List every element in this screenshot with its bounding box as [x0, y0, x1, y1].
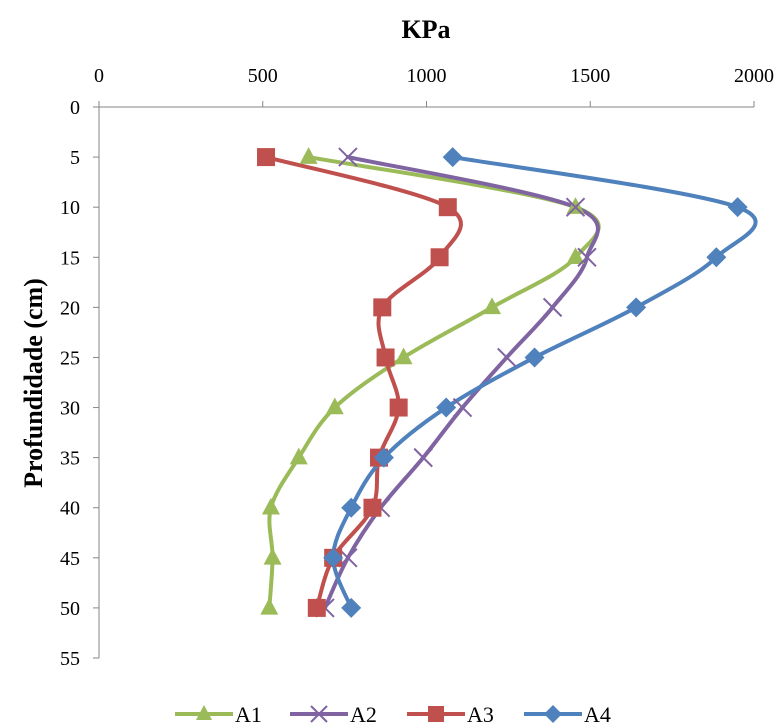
series-line-a4 [331, 155, 758, 610]
legend-item-a3: A3 [407, 702, 494, 727]
point-a2-3-stroke-b [542, 297, 563, 318]
y-tick-label: 0 [70, 97, 80, 119]
y-tick-label: 30 [60, 398, 80, 420]
point-a2-4 [497, 347, 517, 368]
y-tick-label: 5 [70, 147, 80, 169]
x-tick-label: 1500 [570, 65, 610, 87]
point-a4-0 [442, 147, 463, 168]
legend-item-a2: A2 [290, 702, 377, 727]
series-layer [257, 147, 758, 618]
x-tick-label: 1000 [407, 65, 447, 87]
legend-marker-a4 [544, 705, 562, 723]
point-a4-3 [626, 297, 647, 318]
legend-label-a1: A1 [235, 702, 262, 727]
y-tick-label: 40 [60, 498, 80, 520]
point-a1-0 [299, 147, 318, 164]
legend-label-a2: A2 [350, 702, 377, 727]
point-a3-2 [430, 248, 449, 267]
legend-marker-a2-stroke-b [310, 705, 328, 723]
x-tick-label: 500 [248, 65, 278, 87]
point-a3-9 [307, 598, 326, 617]
y-tick-label: 10 [60, 197, 80, 219]
point-a4-4 [524, 347, 545, 368]
series-line-a1 [267, 155, 601, 610]
y-tick-label: 45 [60, 548, 80, 570]
y-tick-label: 35 [60, 448, 80, 470]
point-a1-7 [261, 497, 280, 515]
legend-marker-a3 [428, 706, 444, 722]
point-a4-2 [706, 247, 727, 268]
point-a2-6 [413, 447, 433, 468]
x-axis-title: KPa [401, 15, 450, 44]
y-tick-label: 15 [60, 247, 80, 269]
point-a4-7 [341, 497, 362, 518]
point-a3-0 [257, 148, 276, 167]
axes: 0 500 1000 1500 2000 0 5 10 15 20 25 30 35 40 45 50 55 [60, 65, 774, 670]
legend: A1 A2 A3 A4 [175, 702, 611, 727]
point-a4-9 [341, 597, 362, 618]
point-a4-1 [727, 197, 748, 218]
point-a4-6 [373, 447, 394, 468]
point-a3-7 [363, 498, 382, 517]
point-a1-4 [394, 347, 413, 365]
point-a2-3 [542, 297, 563, 318]
point-a1-5 [325, 397, 344, 415]
point-a3-4 [376, 348, 395, 367]
point-a2-5-stroke-b [452, 397, 473, 418]
point-a3-1 [438, 198, 457, 217]
x-tick-label: 2000 [734, 65, 774, 87]
y-axis-title: Profundidade (cm) [19, 278, 48, 488]
y-tick-label: 20 [60, 297, 80, 319]
point-a1-6 [289, 447, 308, 465]
point-a2-4-stroke-b [497, 347, 517, 368]
point-a2-0 [338, 147, 358, 167]
point-a2-1-stroke-b [565, 197, 586, 217]
legend-label-a4: A4 [584, 702, 611, 727]
y-tick-label: 50 [60, 598, 80, 620]
point-a2-5 [452, 397, 473, 418]
legend-item-a4: A4 [524, 702, 611, 727]
point-a4-5 [436, 397, 457, 418]
point-a3-3 [373, 298, 392, 317]
point-a2-2 [577, 247, 597, 267]
legend-marker-a2 [310, 705, 328, 723]
legend-marker-a1 [196, 705, 212, 720]
y-tick-label: 25 [60, 347, 80, 369]
point-a1-8 [263, 547, 282, 565]
point-a1-1 [566, 197, 585, 214]
point-a4-8 [323, 547, 344, 568]
legend-item-a1: A1 [175, 702, 262, 727]
point-a2-0-stroke-b [338, 147, 358, 167]
point-a2-6-stroke-b [413, 447, 433, 468]
legend-label-a3: A3 [467, 702, 494, 727]
point-a3-5 [389, 398, 408, 417]
point-a1-3 [483, 297, 501, 315]
point-a1-2 [566, 247, 585, 265]
point-a2-2-stroke-b [577, 247, 597, 267]
y-tick-label: 55 [60, 648, 80, 670]
point-a1-9 [260, 597, 279, 615]
point-a2-1 [565, 197, 586, 217]
x-tick-label: 0 [94, 65, 104, 87]
